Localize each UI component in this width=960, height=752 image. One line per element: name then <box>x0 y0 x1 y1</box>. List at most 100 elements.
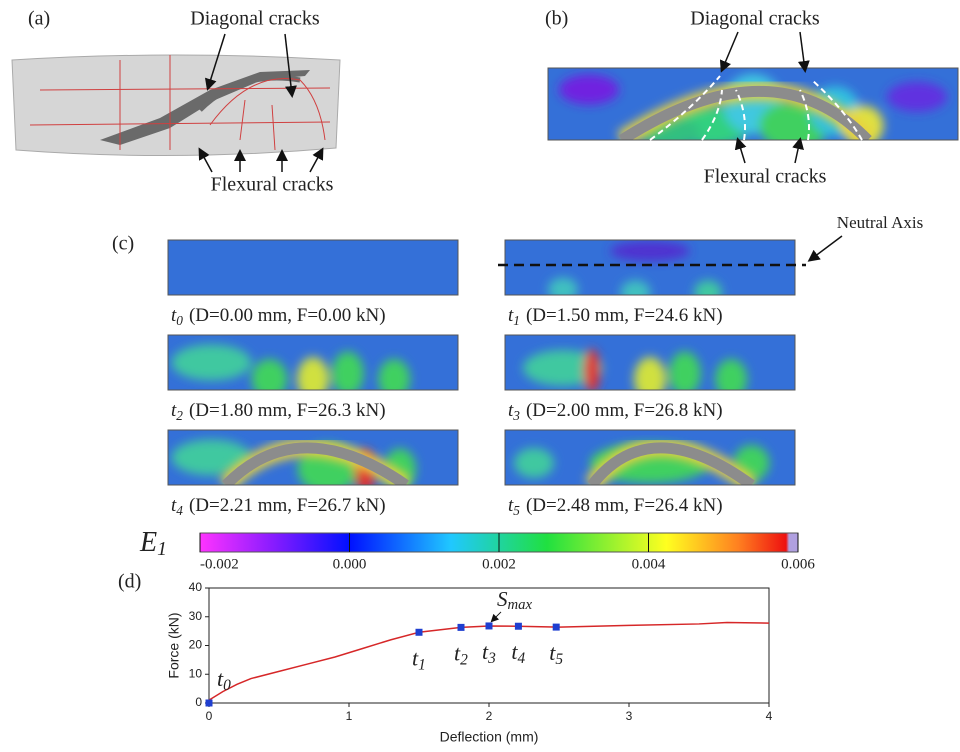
subscript: 1 <box>418 656 426 673</box>
marker <box>206 700 213 707</box>
colorbar-tick-label: 0.004 <box>632 556 666 572</box>
symbol: S <box>497 587 508 611</box>
heat-blob <box>332 352 364 396</box>
panel-label: (c) <box>112 233 134 255</box>
colorbar-tick-label: 0.002 <box>482 556 516 572</box>
x-tick-label: 1 <box>346 709 353 723</box>
subscript: 1 <box>157 539 167 560</box>
colorbar-tick-label: 0.000 <box>333 556 367 572</box>
subscript: 3 <box>512 408 520 423</box>
point-label: t2 <box>454 640 468 667</box>
point-label: t0 <box>217 666 231 693</box>
subscript: max <box>508 597 533 613</box>
subscript: 5 <box>555 651 563 668</box>
point-label: t3 <box>482 639 496 666</box>
heat-blob <box>669 352 701 396</box>
marker <box>416 629 423 636</box>
subscript: 2 <box>176 408 183 423</box>
heat-map <box>168 335 458 401</box>
heat-blob <box>621 280 651 304</box>
y-tick-label: 0 <box>195 695 202 709</box>
heat-blob <box>634 357 666 401</box>
heat-base <box>168 240 458 295</box>
caption: t1(D=1.50 mm, F=24.6 kN) <box>508 305 723 328</box>
subscript: 1 <box>513 313 520 328</box>
y-tick-label: 20 <box>189 638 203 652</box>
subscript: 4 <box>518 650 526 667</box>
annotation: Flexural cracks <box>704 166 827 188</box>
subscript: 0 <box>223 677 231 694</box>
beam-photo <box>12 55 340 156</box>
x-tick-label: 4 <box>766 709 773 723</box>
subscript: 3 <box>487 649 496 666</box>
panel-label: (b) <box>545 8 568 30</box>
caption: t5(D=2.48 mm, F=26.4 kN) <box>508 495 723 518</box>
caption-text: (D=1.50 mm, F=24.6 kN) <box>526 305 723 326</box>
plot-frame <box>209 588 769 703</box>
y-tick-label: 10 <box>189 666 203 680</box>
colorbar-tick-label: -0.002 <box>200 556 239 572</box>
annotation: Smax <box>497 587 532 614</box>
caption-text: (D=2.21 mm, F=26.7 kN) <box>189 495 386 516</box>
subscript: 2 <box>460 651 468 668</box>
y-tick-label: 40 <box>189 580 203 594</box>
marker <box>553 624 560 631</box>
annotation: Neutral Axis <box>837 213 923 232</box>
caption: t4(D=2.21 mm, F=26.7 kN) <box>171 495 386 518</box>
heat-blob <box>252 359 288 399</box>
heat-blob <box>715 359 747 399</box>
figure: (a) Diagonal cracks Flexural cracks (b) … <box>0 0 960 752</box>
annotation: Diagonal cracks <box>190 8 320 30</box>
heat-map <box>168 240 458 295</box>
point-label: t5 <box>549 640 563 667</box>
heat-map <box>548 68 958 151</box>
colorbar-title: E1 <box>139 527 167 559</box>
heat-blob <box>584 349 600 393</box>
point-label: t4 <box>511 639 525 666</box>
subscript: 4 <box>176 503 183 518</box>
caption-text: (D=1.80 mm, F=26.3 kN) <box>189 400 386 421</box>
caption: t3(D=2.00 mm, F=26.8 kN) <box>508 400 723 423</box>
caption-text: (D=2.48 mm, F=26.4 kN) <box>526 495 723 516</box>
colorbar-tick-label: 0.006 <box>781 556 815 572</box>
point-label: t1 <box>412 645 426 672</box>
subscript: 5 <box>513 503 520 518</box>
heat-blob <box>514 448 554 478</box>
heat-blob <box>548 278 578 302</box>
y-tick-label: 30 <box>189 609 203 623</box>
annotation: Flexural cracks <box>211 174 334 196</box>
marker <box>458 624 465 631</box>
strain-maps: t0(D=0.00 mm, F=0.00 kN)t1(D=1.50 mm, F=… <box>168 240 795 518</box>
heat-blob <box>172 345 252 381</box>
caption-text: (D=2.00 mm, F=26.8 kN) <box>526 400 723 421</box>
heat-map <box>505 335 795 401</box>
heat-blob <box>297 357 329 401</box>
arrow <box>810 236 842 260</box>
panel-label: (a) <box>28 8 50 30</box>
panel-label: (d) <box>118 571 141 593</box>
heat-blob <box>610 241 690 261</box>
heat-blob <box>378 359 410 399</box>
y-axis-label: Force (kN) <box>166 612 182 678</box>
annotation-arrow <box>492 612 501 621</box>
symbol: E <box>139 527 157 558</box>
subscript: 0 <box>176 313 183 328</box>
heat-map <box>505 430 795 485</box>
heat-blob <box>694 280 722 304</box>
x-tick-label: 3 <box>626 709 633 723</box>
colorbar: E1 -0.002 0.000 0.002 0.004 0.006 <box>139 527 815 572</box>
annotation: Diagonal cracks <box>690 8 820 30</box>
marker <box>486 622 493 629</box>
heat-map <box>168 430 458 494</box>
x-axis-label: Deflection (mm) <box>440 729 539 745</box>
strain-map <box>548 68 958 151</box>
x-tick-label: 2 <box>486 709 493 723</box>
caption: t2(D=1.80 mm, F=26.3 kN) <box>171 400 386 423</box>
heat-blob <box>559 75 619 105</box>
heat-blob <box>887 82 947 112</box>
marker <box>515 623 522 630</box>
caption: t0(D=0.00 mm, F=0.00 kN) <box>171 305 386 328</box>
x-tick-label: 0 <box>206 709 213 723</box>
caption-text: (D=0.00 mm, F=0.00 kN) <box>189 305 386 326</box>
